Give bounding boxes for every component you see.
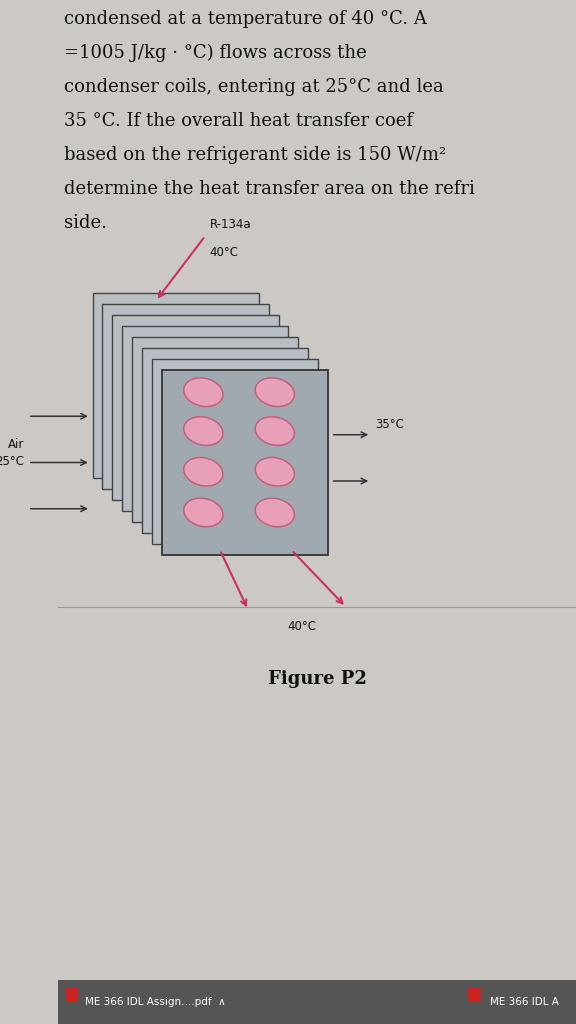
Bar (132, 337, 298, 522)
Ellipse shape (255, 498, 294, 526)
Bar (93, 293, 259, 478)
Text: side.: side. (64, 214, 107, 232)
Bar (103, 304, 269, 489)
Bar (468, 988, 481, 1002)
Ellipse shape (255, 417, 294, 445)
Text: 35 °C. If the overall heat transfer coef: 35 °C. If the overall heat transfer coef (64, 112, 413, 130)
Ellipse shape (255, 378, 294, 407)
Text: R-134a: R-134a (210, 218, 251, 231)
Text: 25°C: 25°C (0, 456, 24, 468)
Text: ME 366 IDL A: ME 366 IDL A (490, 997, 559, 1007)
Bar (122, 326, 289, 511)
Text: 40°C: 40°C (210, 246, 238, 259)
Bar (152, 359, 318, 544)
Text: based on the refrigerant side is 150 W/m²: based on the refrigerant side is 150 W/m… (64, 146, 446, 164)
Ellipse shape (255, 458, 294, 486)
Text: condenser coils, entering at 25°C and lea: condenser coils, entering at 25°C and le… (64, 78, 444, 96)
Text: 40°C: 40°C (287, 620, 316, 633)
Text: determine the heat transfer area on the refri: determine the heat transfer area on the … (64, 180, 475, 198)
Ellipse shape (184, 378, 223, 407)
Text: 35°C: 35°C (375, 418, 404, 431)
Text: Figure P2: Figure P2 (268, 670, 367, 688)
Text: =1005 J/kg · °C) flows across the: =1005 J/kg · °C) flows across the (64, 44, 366, 62)
Ellipse shape (184, 458, 223, 486)
Bar (58, 980, 576, 1024)
Bar (162, 370, 328, 555)
Ellipse shape (184, 417, 223, 445)
Text: ME 366 IDL Assign....pdf  ∧: ME 366 IDL Assign....pdf ∧ (85, 997, 226, 1007)
Bar (142, 348, 308, 534)
Ellipse shape (184, 498, 223, 526)
Text: Air: Air (8, 438, 24, 452)
Bar (66, 988, 78, 1002)
Text: condensed at a temperature of 40 °C. A: condensed at a temperature of 40 °C. A (64, 10, 427, 28)
Bar (112, 315, 279, 500)
